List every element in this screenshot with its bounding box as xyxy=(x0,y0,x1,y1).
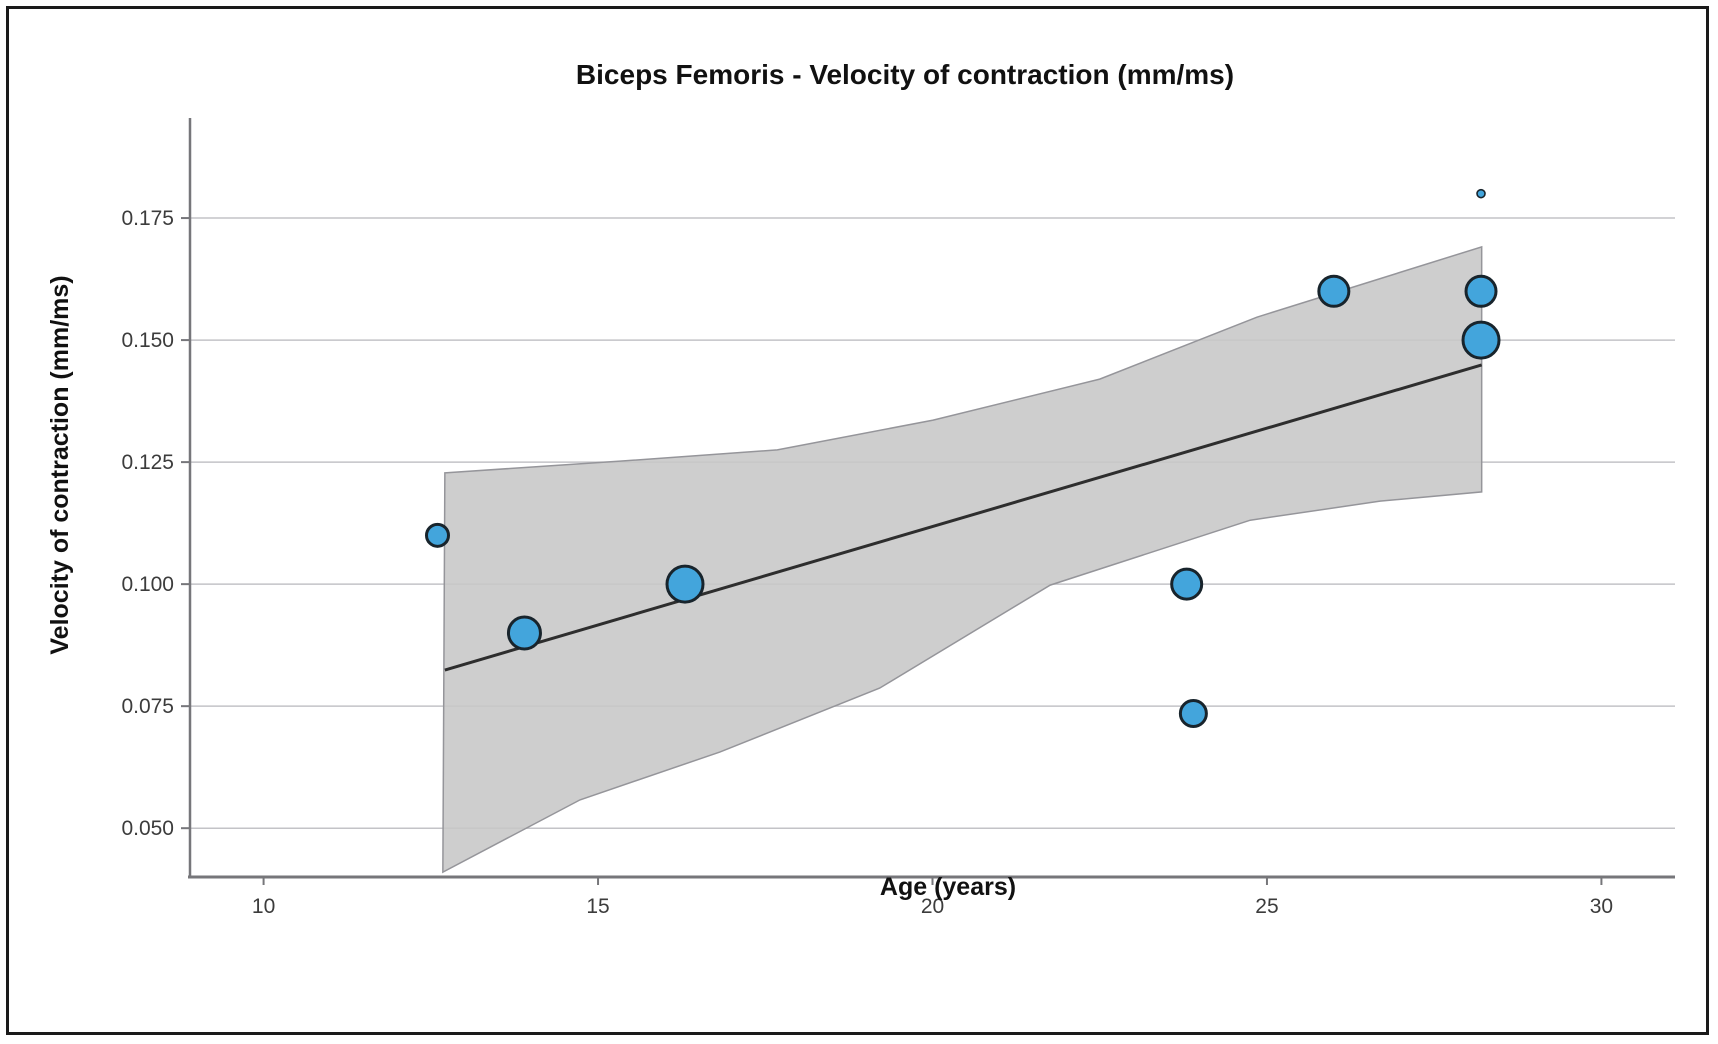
y-axis-title: Velocity of contraction (mm/ms) xyxy=(46,275,74,654)
scatter-point xyxy=(425,522,450,548)
x-tick-label: 20 xyxy=(921,895,944,918)
y-tick-label: 0.150 xyxy=(121,329,174,352)
x-tick-label: 30 xyxy=(1590,895,1613,918)
x-tick-label: 15 xyxy=(586,895,609,918)
scatter-point xyxy=(1317,274,1351,308)
scatter-point xyxy=(506,615,542,651)
x-tick-label: 25 xyxy=(1255,895,1278,918)
y-tick-label: 0.100 xyxy=(121,573,174,596)
scatter-point xyxy=(1170,567,1204,601)
y-tick-label: 0.125 xyxy=(121,451,174,474)
scatter-point xyxy=(1178,698,1208,728)
x-tick-label: 10 xyxy=(252,895,275,918)
x-axis-title: Age (years) xyxy=(880,873,1016,901)
chart-title: Biceps Femoris - Velocity of contraction… xyxy=(576,59,1234,90)
y-tick-label: 0.175 xyxy=(121,207,174,230)
confidence-interval-band xyxy=(442,245,1483,874)
y-tick-label: 0.075 xyxy=(121,695,174,718)
y-tick-label: 0.050 xyxy=(121,817,174,840)
scatter-point xyxy=(665,564,705,604)
regression-line xyxy=(444,363,1483,672)
scatter-point xyxy=(1461,320,1501,360)
scatter-point xyxy=(1464,274,1498,308)
scatter-point xyxy=(1476,188,1486,199)
